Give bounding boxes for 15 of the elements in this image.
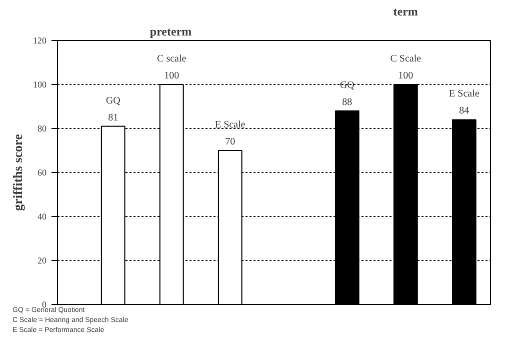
y-tick-label: 20: [38, 256, 47, 266]
data-label: GQ 81: [106, 95, 122, 124]
data-label: E Scale 70: [214, 120, 246, 148]
text: term: [393, 4, 418, 18]
y-tick-label: 60: [38, 168, 47, 178]
y-tick-label: 40: [38, 212, 47, 222]
y-tick-label: 80: [38, 124, 47, 134]
data-label: C scale 100: [157, 54, 187, 82]
y-axis-title: griffiths score: [10, 134, 25, 211]
y-tick-label: 100: [33, 80, 47, 90]
y-tick-label: 120: [33, 36, 47, 46]
data-label: C Scale 100: [390, 54, 422, 82]
text: preterm: [150, 24, 192, 38]
data-label: E Scale 84: [449, 88, 480, 117]
data-label: GQ 88: [340, 80, 356, 108]
